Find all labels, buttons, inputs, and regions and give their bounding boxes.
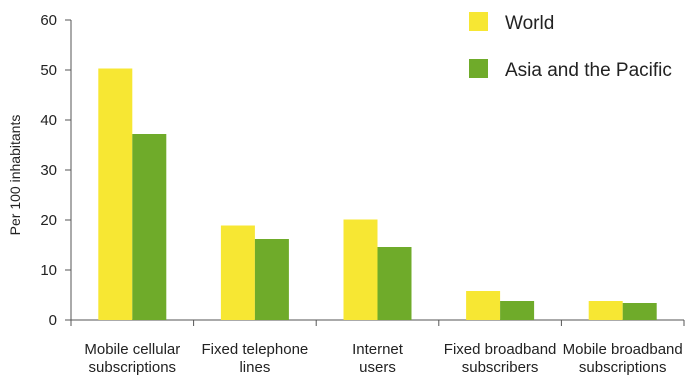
bar-asia-and-the-pacific	[132, 134, 167, 320]
bar-asia-and-the-pacific	[622, 303, 657, 320]
legend-label: Asia and the Pacific	[505, 60, 672, 81]
category-label: Mobile cellular	[84, 341, 180, 358]
category-label: Fixed telephone	[202, 341, 309, 358]
y-tick-label: 20	[40, 212, 57, 229]
bars	[98, 68, 657, 320]
bar-world	[466, 291, 501, 320]
y-tick-label: 40	[40, 112, 57, 129]
y-axis-title: Per 100 inhabitants	[7, 115, 23, 236]
bar-world	[98, 68, 133, 320]
legend-swatch	[469, 59, 488, 78]
legend: World Asia and the Pacific	[469, 12, 672, 81]
category-label: users	[359, 359, 396, 376]
y-tick-label: 30	[40, 162, 57, 179]
y-axis-ticks: 0 10 20 30 40 50 60	[40, 12, 71, 329]
bar-asia-and-the-pacific	[254, 239, 289, 320]
category-label: Mobile broadband	[563, 341, 683, 358]
y-tick-label: 0	[49, 312, 57, 329]
y-tick-label: 50	[40, 62, 57, 79]
legend-label: World	[505, 13, 554, 34]
category-label: subscribers	[462, 359, 539, 376]
category-label: lines	[239, 359, 270, 376]
category-label: subscriptions	[89, 359, 177, 376]
legend-swatch	[469, 12, 488, 31]
y-tick-label: 10	[40, 262, 57, 279]
category-label: Fixed broadband	[444, 341, 557, 358]
bar-world	[220, 225, 255, 320]
bar-world	[343, 219, 378, 320]
x-axis-ticks	[70, 320, 685, 326]
bar-asia-and-the-pacific	[500, 301, 535, 320]
y-tick-label: 60	[40, 12, 57, 29]
category-label: Internet	[352, 341, 404, 358]
category-label: subscriptions	[579, 359, 667, 376]
bar-world	[588, 301, 623, 320]
bar-asia-and-the-pacific	[377, 247, 412, 320]
